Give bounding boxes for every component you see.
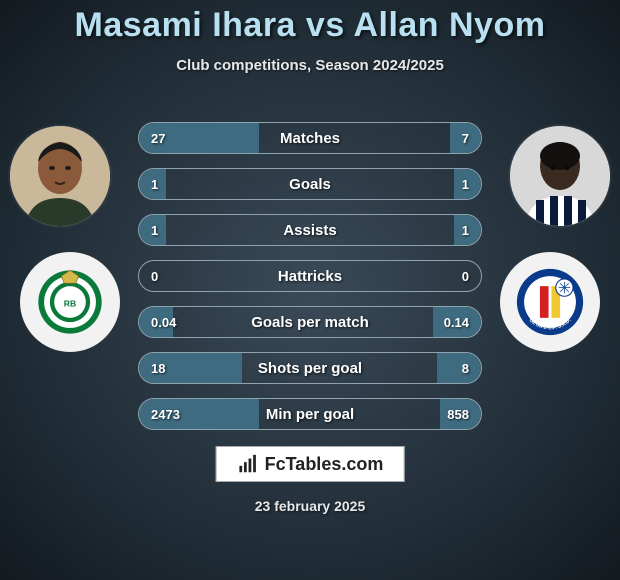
- brand-text: FcTables.com: [265, 454, 384, 475]
- stat-label: Shots per goal: [139, 360, 481, 377]
- stat-label: Assists: [139, 222, 481, 239]
- stat-label: Min per goal: [139, 406, 481, 423]
- stat-label: Goals: [139, 176, 481, 193]
- stat-bar: 00Hattricks: [138, 260, 482, 292]
- player1-club-logo: RB: [20, 252, 120, 352]
- player2-name: Allan Nyom: [353, 6, 545, 44]
- vs-word: vs: [306, 6, 345, 44]
- subtitle: Club competitions, Season 2024/2025: [0, 57, 620, 74]
- stat-bar: 277Matches: [138, 122, 482, 154]
- player1-name: Masami Ihara: [75, 6, 296, 44]
- svg-text:RB: RB: [64, 298, 76, 308]
- stat-bar: 188Shots per goal: [138, 352, 482, 384]
- stat-bar: 2473858Min per goal: [138, 398, 482, 430]
- stat-bar: 0.040.14Goals per match: [138, 306, 482, 338]
- comparison-card: Masami Ihara vs Allan Nyom Club competit…: [0, 0, 620, 580]
- stat-label: Matches: [139, 130, 481, 147]
- page-title: Masami Ihara vs Allan Nyom: [0, 0, 620, 45]
- stats-container: 277Matches 11Goals 11Assists 00Hattricks 0.0…: [138, 122, 482, 444]
- date-text: 23 february 2025: [0, 498, 620, 514]
- player1-avatar: [10, 126, 110, 226]
- brand-chart-icon: [237, 453, 259, 475]
- stat-label: Goals per match: [139, 314, 481, 331]
- stat-bar: 11Goals: [138, 168, 482, 200]
- player2-club-logo: GETAFE C.F. S.A.D.: [500, 252, 600, 352]
- stat-label: Hattricks: [139, 268, 481, 285]
- player2-avatar: [510, 126, 610, 226]
- brand-badge[interactable]: FcTables.com: [216, 446, 405, 482]
- stat-bar: 11Assists: [138, 214, 482, 246]
